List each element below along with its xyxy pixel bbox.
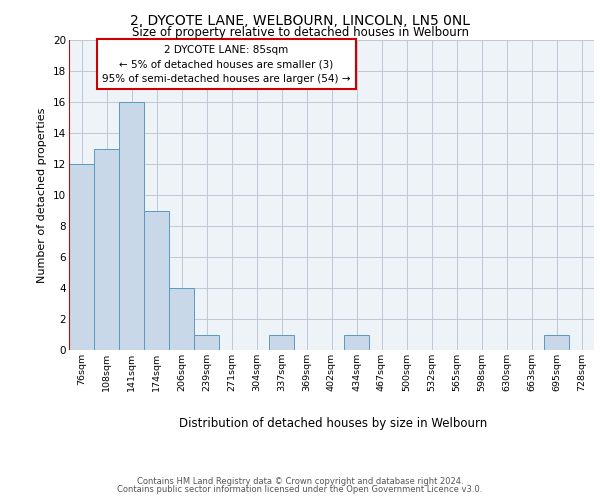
Bar	[119, 102, 144, 350]
Bar	[269, 334, 294, 350]
Bar	[194, 334, 219, 350]
Bar	[169, 288, 194, 350]
Bar	[69, 164, 94, 350]
Bar	[144, 210, 169, 350]
Y-axis label: Number of detached properties: Number of detached properties	[37, 108, 47, 282]
Text: Distribution of detached houses by size in Welbourn: Distribution of detached houses by size …	[179, 418, 487, 430]
Text: Size of property relative to detached houses in Welbourn: Size of property relative to detached ho…	[131, 26, 469, 39]
Text: 2, DYCOTE LANE, WELBOURN, LINCOLN, LN5 0NL: 2, DYCOTE LANE, WELBOURN, LINCOLN, LN5 0…	[130, 14, 470, 28]
Bar	[94, 148, 119, 350]
Text: Contains HM Land Registry data © Crown copyright and database right 2024.: Contains HM Land Registry data © Crown c…	[137, 477, 463, 486]
Text: Contains public sector information licensed under the Open Government Licence v3: Contains public sector information licen…	[118, 485, 482, 494]
Bar	[344, 334, 369, 350]
Bar	[544, 334, 569, 350]
Text: 2 DYCOTE LANE: 85sqm
← 5% of detached houses are smaller (3)
95% of semi-detache: 2 DYCOTE LANE: 85sqm ← 5% of detached ho…	[102, 44, 351, 84]
